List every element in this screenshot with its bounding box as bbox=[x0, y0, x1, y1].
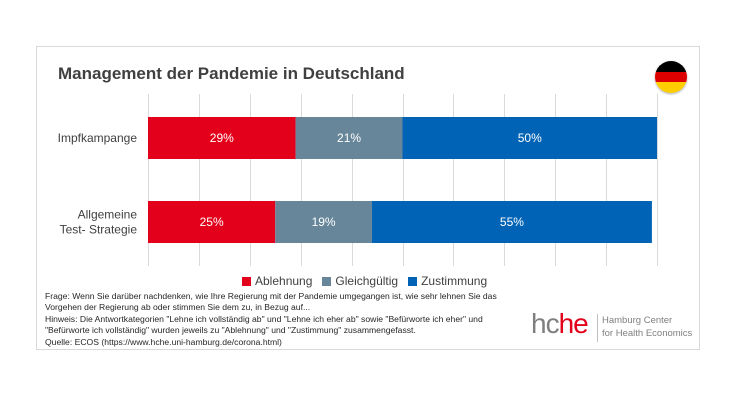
bar-segment bbox=[148, 117, 296, 159]
bar-segment bbox=[371, 201, 652, 243]
bar-segment bbox=[275, 201, 372, 243]
chart-notes: Frage: Wenn Sie darüber nachdenken, wie … bbox=[45, 291, 525, 348]
note-hinweis-line-1: Hinweis: Die Antwortkategorien "Lehne ic… bbox=[45, 313, 483, 324]
chart-title: Management der Pandemie in Deutschland bbox=[58, 64, 405, 83]
logo-subtitle-line-2: for Health Economics bbox=[602, 328, 693, 339]
data-label: 25% bbox=[200, 215, 224, 229]
legend-item-ablehnung: Ablehnung bbox=[242, 274, 312, 288]
category-label: Impfkampange bbox=[58, 131, 138, 145]
legend-label-gleichgueltig: Gleichgültig bbox=[335, 274, 399, 288]
logo-wordmark: hche bbox=[531, 308, 589, 340]
note-hinweis-line-2: "Befürworte ich vollständig" wurden jewe… bbox=[45, 325, 416, 336]
legend-swatch-gleichgueltig bbox=[322, 276, 332, 286]
legend-item-zustimmung: Zustimmung bbox=[408, 274, 487, 288]
legend-swatch-zustimmung bbox=[408, 276, 418, 286]
hche-logo: hche Hamburg Center for Health Economics bbox=[531, 308, 696, 346]
category-label: Allgemeine bbox=[78, 208, 138, 222]
logo-subtitle-line-1: Hamburg Center bbox=[602, 315, 673, 326]
flag-stripe-black bbox=[655, 61, 687, 72]
legend-label-ablehnung: Ablehnung bbox=[255, 274, 313, 288]
note-frage-line-1: Frage: Wenn Sie darüber nachdenken, wie … bbox=[45, 291, 497, 301]
chart-legend: Ablehnung Gleichgültig Zustimmung bbox=[242, 273, 487, 289]
flag-stripe-red bbox=[655, 71, 687, 83]
bar-segment bbox=[402, 117, 657, 159]
data-label: 19% bbox=[312, 215, 336, 229]
logo-text-he: he bbox=[558, 308, 589, 339]
bar-segment bbox=[295, 117, 403, 159]
data-label: 21% bbox=[337, 131, 361, 145]
logo-separator bbox=[597, 314, 598, 342]
germany-flag-icon bbox=[655, 61, 687, 93]
data-label: 55% bbox=[500, 215, 524, 229]
category-label: Test- Strategie bbox=[60, 223, 138, 237]
bar-segment bbox=[148, 201, 276, 243]
data-label: 50% bbox=[518, 131, 542, 145]
logo-text-hc: hc bbox=[531, 308, 560, 339]
legend-swatch-ablehnung bbox=[242, 276, 251, 286]
chart-frame bbox=[36, 46, 700, 350]
flag-stripe-gold bbox=[655, 82, 687, 93]
note-frage-line-2: Vorgehen der Regierung ab oder stimmen S… bbox=[45, 302, 311, 313]
legend-item-gleichgueltig: Gleichgültig bbox=[322, 274, 398, 288]
logo-subtitle: Hamburg Center for Health Economics bbox=[602, 314, 692, 340]
data-label: 29% bbox=[210, 131, 234, 145]
note-quelle: Quelle: ECOS (https://www.hche.uni-hambu… bbox=[45, 336, 282, 347]
legend-label-zustimmung: Zustimmung bbox=[421, 274, 488, 288]
